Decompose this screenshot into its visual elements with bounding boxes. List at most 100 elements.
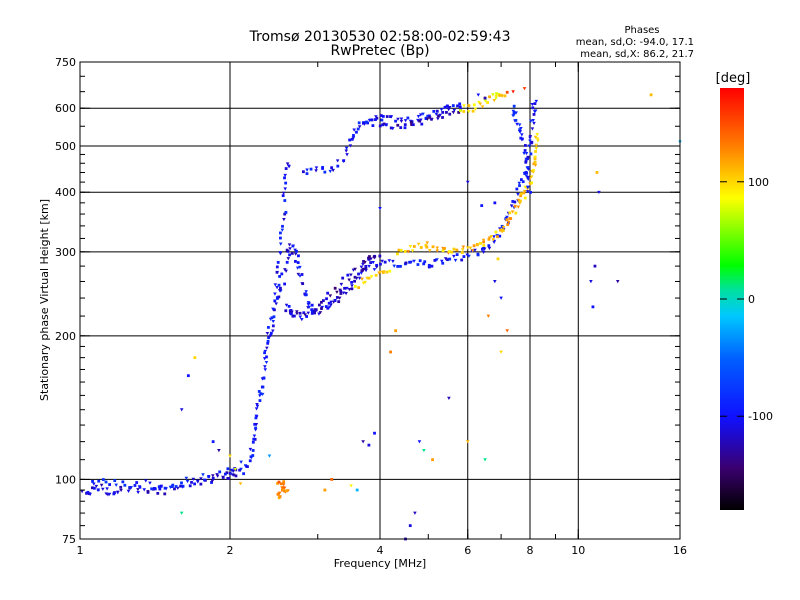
data-point <box>335 290 339 294</box>
data-point <box>455 248 459 252</box>
data-point <box>410 249 415 253</box>
data-point <box>451 111 456 115</box>
data-point <box>344 146 349 150</box>
data-point <box>105 487 109 491</box>
data-point <box>533 109 538 113</box>
data-point <box>443 247 446 250</box>
data-point <box>275 296 279 299</box>
data-point <box>494 230 498 234</box>
data-point <box>378 254 382 258</box>
data-point <box>348 144 353 148</box>
data-point <box>370 118 374 122</box>
data-point <box>403 123 407 127</box>
data-point <box>481 250 486 255</box>
data-point <box>263 365 267 369</box>
data-point <box>378 124 382 128</box>
data-point <box>478 102 483 106</box>
data-point <box>336 164 340 168</box>
data-point <box>503 94 507 98</box>
data-point <box>448 112 452 116</box>
data-point <box>511 114 515 118</box>
data-point <box>276 261 280 264</box>
data-point <box>116 490 120 494</box>
data-point <box>285 248 289 252</box>
data-point <box>446 258 449 262</box>
data-point <box>186 374 190 378</box>
data-point <box>294 260 297 263</box>
data-point <box>462 255 466 258</box>
data-point <box>357 272 360 276</box>
data-point <box>518 130 523 134</box>
colorbar-label: [deg] <box>716 71 751 86</box>
data-point <box>296 261 300 264</box>
data-point <box>399 126 403 130</box>
data-point <box>295 312 299 316</box>
data-point <box>516 205 521 209</box>
data-point <box>293 248 297 252</box>
data-point <box>364 269 368 273</box>
data-point <box>330 478 334 481</box>
data-point <box>288 253 291 257</box>
data-point <box>589 280 593 284</box>
data-point <box>431 245 435 249</box>
data-point <box>142 488 147 492</box>
data-point <box>516 192 520 197</box>
data-point <box>418 113 423 117</box>
data-point <box>483 458 487 462</box>
data-point <box>487 236 492 240</box>
data-point <box>526 175 530 179</box>
data-point <box>356 127 360 131</box>
data-point <box>419 118 423 122</box>
data-point <box>433 258 437 262</box>
data-point <box>443 257 448 261</box>
data-point <box>137 485 142 489</box>
data-point <box>275 270 279 274</box>
data-point <box>441 110 445 114</box>
data-point <box>391 259 395 264</box>
data-point <box>352 134 355 137</box>
data-point <box>486 101 489 104</box>
data-point <box>467 254 471 258</box>
data-point <box>290 310 294 314</box>
data-point <box>363 280 367 285</box>
data-point <box>342 159 346 163</box>
data-point <box>283 268 287 272</box>
data-point <box>347 288 352 292</box>
data-point <box>514 211 518 215</box>
data-point <box>408 524 412 528</box>
data-point <box>511 90 515 94</box>
data-point <box>535 133 540 137</box>
data-point <box>501 229 505 232</box>
data-point <box>253 422 257 426</box>
data-point <box>458 102 462 106</box>
data-point <box>335 159 340 163</box>
data-point <box>615 280 620 284</box>
data-point <box>258 399 262 402</box>
data-point <box>591 305 595 309</box>
data-point <box>156 491 160 495</box>
data-point <box>210 481 213 484</box>
data-point <box>441 116 444 119</box>
data-point <box>265 331 270 336</box>
data-point <box>211 440 215 444</box>
data-point <box>300 273 304 276</box>
data-point <box>284 309 288 313</box>
data-point <box>475 243 479 246</box>
data-point <box>233 467 238 472</box>
data-point <box>353 279 356 283</box>
data-point <box>289 312 293 315</box>
data-point <box>357 286 361 290</box>
data-point <box>291 314 295 318</box>
data-point <box>273 299 277 303</box>
data-point <box>304 293 308 297</box>
data-point <box>232 473 236 477</box>
data-point <box>320 300 323 304</box>
data-point <box>487 237 491 241</box>
data-point <box>284 181 288 185</box>
data-point <box>533 157 537 161</box>
data-point <box>242 472 246 476</box>
data-point <box>262 357 267 361</box>
data-point <box>328 169 333 174</box>
data-point <box>226 467 230 471</box>
data-point <box>515 122 519 126</box>
